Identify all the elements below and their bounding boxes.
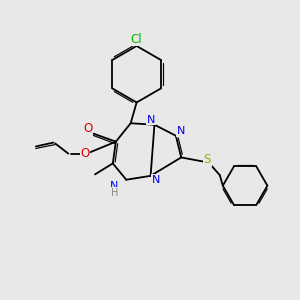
Text: Cl: Cl [131, 33, 142, 46]
Text: H: H [111, 188, 118, 197]
Text: O: O [81, 147, 90, 160]
Text: N: N [176, 126, 185, 136]
Text: N: N [110, 181, 118, 191]
Text: S: S [204, 153, 211, 166]
Text: O: O [83, 122, 92, 135]
Text: N: N [152, 175, 160, 185]
Text: N: N [147, 115, 155, 125]
